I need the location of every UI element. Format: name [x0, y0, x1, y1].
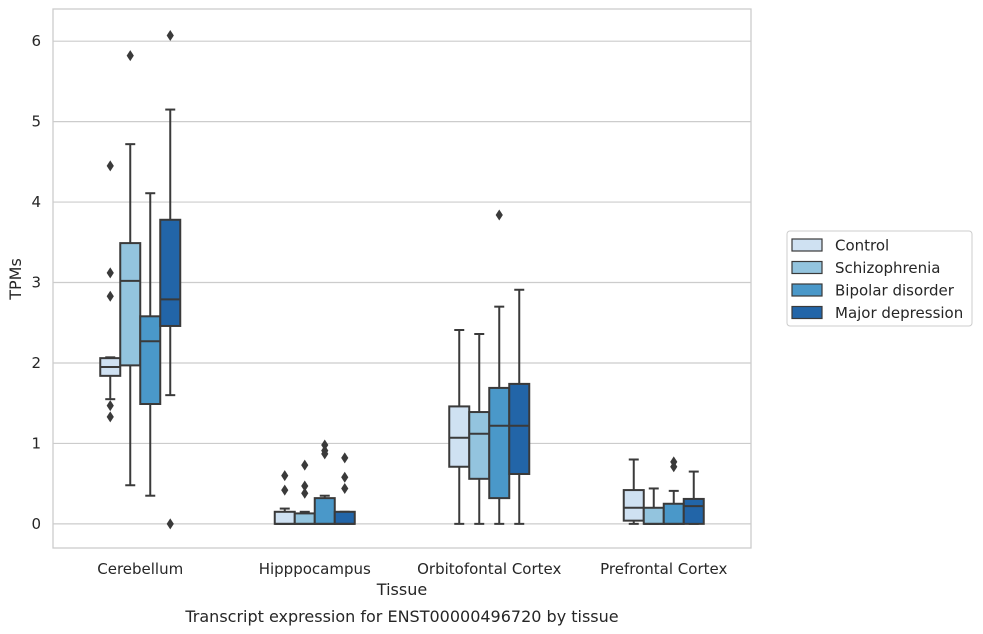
x-tick-labels: Cerebellum Hipppocampus Orbitofontal Corte… — [97, 560, 727, 578]
legend-items: Control Schizophrenia Bipolar disorder Majo… — [791, 237, 963, 322]
legend-label: Major depression — [835, 304, 963, 322]
legend-label: Schizophrenia — [835, 259, 940, 277]
legend: Control Schizophrenia Bipolar disorder Majo… — [786, 230, 973, 327]
outlier-point — [341, 471, 349, 483]
box — [313, 497, 336, 525]
outlier-point — [106, 411, 114, 423]
y-tick-label: 0 — [31, 515, 41, 533]
y-tick-label: 2 — [31, 354, 41, 372]
legend-label: Bipolar disorder — [835, 282, 955, 300]
box — [622, 489, 645, 522]
box — [293, 512, 316, 525]
legend-swatch — [791, 238, 823, 252]
outlier-point — [321, 445, 329, 457]
x-tick-label: Hipppocampus — [259, 560, 371, 578]
box — [273, 510, 296, 525]
plot-frame — [52, 8, 752, 549]
legend-swatch — [791, 305, 823, 320]
y-axis-label: TPMs — [6, 258, 25, 301]
outlier-point — [281, 470, 289, 482]
box — [642, 506, 665, 525]
box-series — [99, 30, 705, 530]
outlier-point — [281, 484, 289, 496]
x-tick-label: Cerebellum — [97, 560, 183, 578]
series-bipolar-disorder — [139, 192, 685, 525]
outlier-point — [670, 456, 678, 468]
box — [662, 502, 685, 525]
outlier-point — [301, 487, 309, 499]
box — [468, 411, 491, 480]
box — [119, 242, 142, 367]
chart-caption: Transcript expression for ENST0000049672… — [184, 607, 618, 626]
box — [488, 386, 511, 500]
y-tick-label: 3 — [31, 274, 41, 292]
legend-frame — [786, 230, 973, 327]
outlier-point — [301, 480, 309, 492]
y-tick-labels: 0 1 2 3 4 5 6 — [31, 32, 41, 533]
series-schizophrenia — [119, 50, 665, 525]
outlier-point — [301, 459, 309, 471]
outlier-point — [495, 209, 503, 221]
box — [139, 315, 162, 405]
outlier-point — [106, 160, 114, 172]
legend-swatch — [791, 283, 823, 297]
outlier-point — [166, 518, 174, 530]
outlier-point — [106, 290, 114, 302]
outlier-point — [341, 482, 349, 494]
y-tick-label: 5 — [31, 113, 41, 131]
y-tick-label: 6 — [31, 32, 41, 50]
x-tick-label: Orbitofontal Cortex — [417, 560, 561, 578]
box — [682, 497, 705, 525]
outlier-point — [106, 400, 114, 412]
outlier-point — [321, 439, 329, 451]
legend-label: Control — [835, 237, 889, 255]
outlier-point — [166, 30, 174, 42]
y-tick-label: 4 — [31, 193, 41, 211]
x-axis-label: Tissue — [376, 580, 427, 599]
box — [448, 405, 471, 468]
plot-background — [53, 9, 751, 548]
legend-swatch — [791, 260, 823, 275]
box — [508, 382, 531, 475]
series-control — [99, 160, 645, 525]
box — [333, 510, 356, 525]
outlier-point — [106, 267, 114, 279]
outlier-point — [126, 50, 134, 62]
box — [159, 218, 182, 327]
x-tick-label: Prefrontal Cortex — [600, 560, 727, 578]
series-major-depression — [159, 30, 705, 530]
outlier-point — [341, 452, 349, 464]
y-tick-label: 1 — [31, 434, 41, 452]
